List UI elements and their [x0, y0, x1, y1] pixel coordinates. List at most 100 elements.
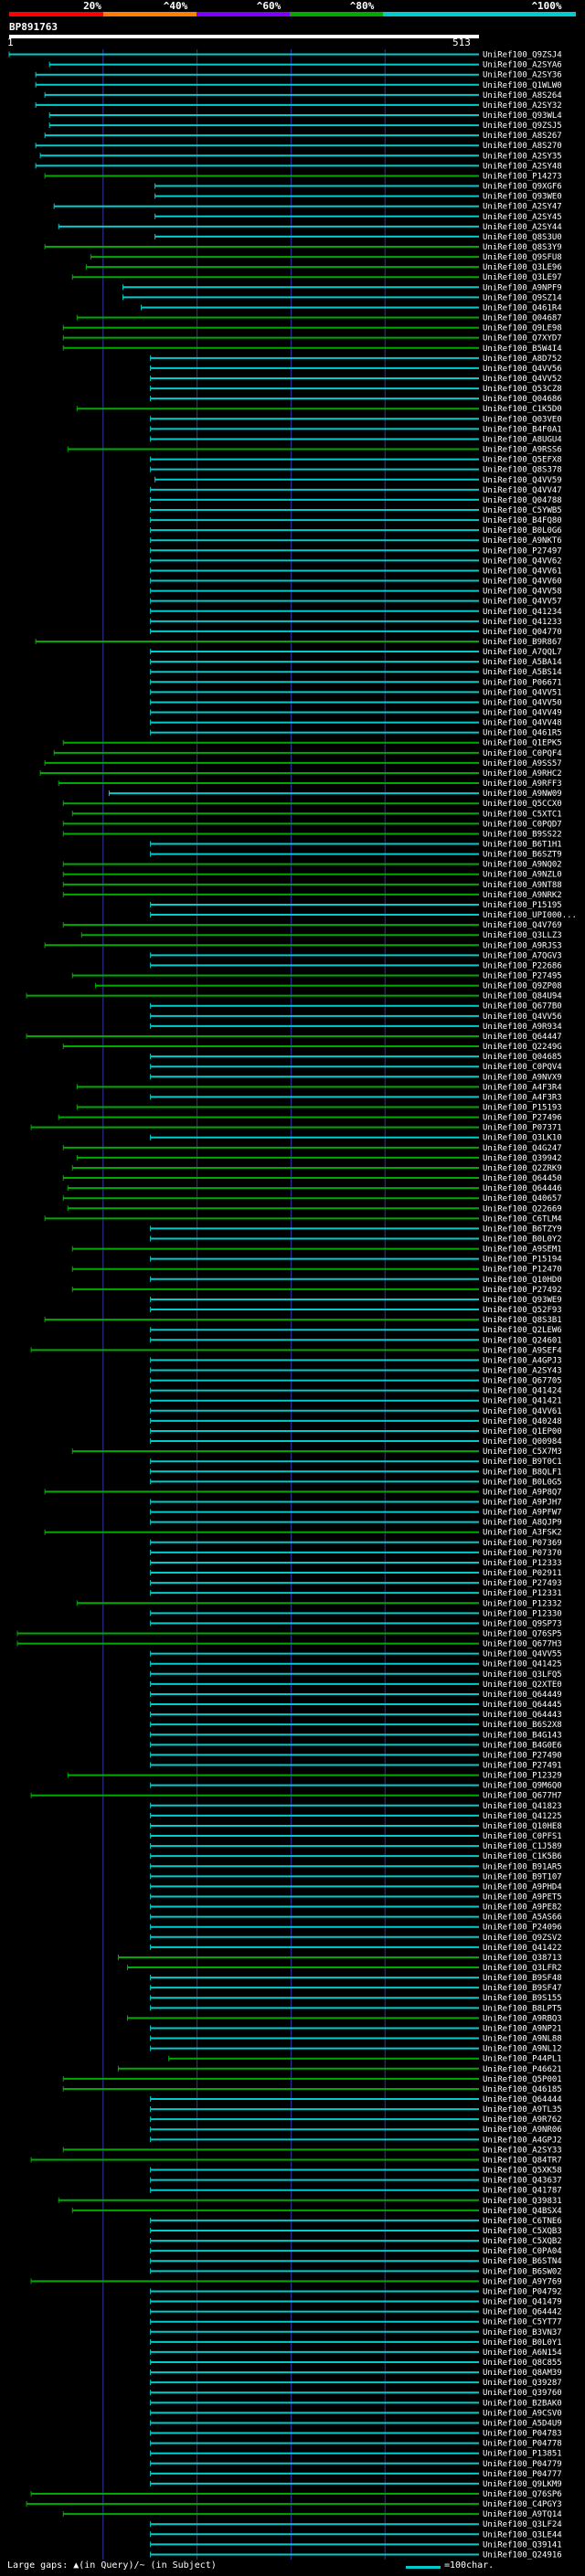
hit-label[interactable]: UniRef100_A8S267 — [483, 132, 562, 141]
hit-label[interactable]: UniRef100_Q2LEW6 — [483, 1326, 562, 1335]
hit-label[interactable]: UniRef100_Q4VV62 — [483, 557, 562, 566]
hit-label[interactable]: UniRef100_Q4VV49 — [483, 709, 562, 718]
hit-label[interactable]: UniRef100_C6TLM4 — [483, 1214, 562, 1224]
hit-label[interactable]: UniRef100_Q4VV60 — [483, 578, 562, 587]
hit-label[interactable]: UniRef100_A5BS14 — [483, 668, 562, 677]
hit-label[interactable]: UniRef100_P06671 — [483, 678, 562, 687]
hit-label[interactable]: UniRef100_Q03VE0 — [483, 415, 562, 424]
hit-label[interactable]: UniRef100_A9NL12 — [483, 2045, 562, 2054]
hit-label[interactable]: UniRef100_Q4VV61 — [483, 567, 562, 576]
hit-label[interactable]: UniRef100_A9NW09 — [483, 790, 562, 799]
hit-label[interactable]: UniRef100_Q5EFX8 — [483, 456, 562, 465]
hit-label[interactable]: UniRef100_P12330 — [483, 1609, 562, 1618]
hit-label[interactable]: UniRef100_Q41233 — [483, 618, 562, 627]
hit-label[interactable]: UniRef100_P12333 — [483, 1559, 562, 1568]
hit-label[interactable]: UniRef100_Q8AM39 — [483, 2369, 562, 2378]
hit-label[interactable]: UniRef100_C5XTC1 — [483, 810, 562, 819]
hit-label[interactable]: UniRef100_Q8C855 — [483, 2359, 562, 2368]
hit-label[interactable]: UniRef100_B91AR5 — [483, 1862, 562, 1871]
hit-label[interactable]: UniRef100_A2SY45 — [483, 213, 562, 222]
hit-label[interactable]: UniRef100_P27492 — [483, 1286, 562, 1295]
hit-label[interactable]: UniRef100_B8LPT5 — [483, 2004, 562, 2013]
hit-label[interactable]: UniRef100_B9SS22 — [483, 830, 562, 839]
hit-label[interactable]: UniRef100_A8S264 — [483, 91, 562, 101]
hit-label[interactable]: UniRef100_B9T107 — [483, 1872, 562, 1882]
hit-label[interactable]: UniRef100_Q39287 — [483, 2379, 562, 2388]
hit-label[interactable]: UniRef100_B6STN4 — [483, 2257, 562, 2266]
hit-label[interactable]: UniRef100_A9NRK2 — [483, 891, 562, 900]
hit-label[interactable]: UniRef100_A9NL88 — [483, 2035, 562, 2044]
hit-label[interactable]: UniRef100_Q41422 — [483, 1944, 562, 1953]
hit-label[interactable]: UniRef100_Q4VV59 — [483, 476, 562, 485]
hit-label[interactable]: UniRef100_Q64445 — [483, 1701, 562, 1710]
hit-label[interactable]: UniRef100_A5AS66 — [483, 1913, 562, 1923]
hit-label[interactable]: UniRef100_Q41424 — [483, 1387, 562, 1396]
hit-label[interactable]: UniRef100_P46621 — [483, 2065, 562, 2074]
hit-label[interactable]: UniRef100_A9NVX9 — [483, 1073, 562, 1082]
hit-label[interactable]: UniRef100_Q41234 — [483, 608, 562, 617]
hit-label[interactable]: UniRef100_C0PQD7 — [483, 820, 562, 829]
hit-label[interactable]: UniRef100_B0L0G5 — [483, 1478, 562, 1487]
hit-label[interactable]: UniRef100_P27493 — [483, 1579, 562, 1588]
hit-label[interactable]: UniRef100_C6TNE6 — [483, 2217, 562, 2226]
hit-label[interactable]: UniRef100_P15193 — [483, 1104, 562, 1113]
hit-label[interactable]: UniRef100_B4G0E6 — [483, 1741, 562, 1750]
hit-label[interactable]: UniRef100_Q38713 — [483, 1954, 562, 1963]
hit-label[interactable]: UniRef100_Q9SZ14 — [483, 293, 562, 302]
hit-label[interactable]: UniRef100_Q04770 — [483, 628, 562, 637]
hit-label[interactable]: UniRef100_Q40248 — [483, 1417, 562, 1426]
hit-label[interactable]: UniRef100_A2SY44 — [483, 223, 562, 232]
hit-label[interactable]: UniRef100_Q3LE97 — [483, 273, 562, 282]
hit-label[interactable]: UniRef100_C5X7M3 — [483, 1447, 562, 1457]
hit-label[interactable]: UniRef100_Q9ZSV2 — [483, 1934, 562, 1943]
hit-label[interactable]: UniRef100_Q24916 — [483, 2550, 562, 2560]
hit-label[interactable]: UniRef100_A9NZL0 — [483, 871, 562, 880]
hit-label[interactable]: UniRef100_A4GPJ3 — [483, 1356, 562, 1365]
hit-label[interactable]: UniRef100_A9NP21 — [483, 2024, 562, 2033]
hit-label[interactable]: UniRef100_Q4VV50 — [483, 698, 562, 707]
hit-label[interactable]: UniRef100_P07370 — [483, 1549, 562, 1558]
hit-label[interactable]: UniRef100_Q24601 — [483, 1336, 562, 1345]
hit-label[interactable]: UniRef100_A8S270 — [483, 142, 562, 151]
hit-label[interactable]: UniRef100_P15195 — [483, 901, 562, 910]
hit-label[interactable]: UniRef100_A9NQ02 — [483, 861, 562, 870]
hit-label[interactable]: UniRef100_Q8S3Y9 — [483, 243, 562, 252]
hit-label[interactable]: UniRef100_Q9LKM9 — [483, 2480, 562, 2489]
hit-label[interactable]: UniRef100_B4F0A1 — [483, 425, 562, 434]
hit-label[interactable]: UniRef100_P14273 — [483, 172, 562, 181]
hit-label[interactable]: UniRef100_B0L0G6 — [483, 526, 562, 535]
hit-label[interactable]: UniRef100_A9TL35 — [483, 2105, 562, 2115]
hit-label[interactable]: UniRef100_A4F3R3 — [483, 1093, 562, 1102]
hit-label[interactable]: UniRef100_Q9LE98 — [483, 324, 562, 334]
hit-label[interactable]: UniRef100_P12331 — [483, 1589, 562, 1598]
hit-label[interactable]: UniRef100_UPI000... — [483, 911, 577, 920]
hit-label[interactable]: UniRef100_C0PQV4 — [483, 1063, 562, 1072]
hit-label[interactable]: UniRef100_Q2XTE0 — [483, 1680, 562, 1690]
hit-label[interactable]: UniRef100_Q53CZ8 — [483, 385, 562, 394]
hit-label[interactable]: UniRef100_Q76SP6 — [483, 2490, 562, 2499]
hit-label[interactable]: UniRef100_Q9XGF6 — [483, 183, 562, 192]
hit-label[interactable]: UniRef100_B4FQ80 — [483, 516, 562, 525]
hit-label[interactable]: UniRef100_B9SF47 — [483, 1984, 562, 1993]
hit-label[interactable]: UniRef100_Q5P001 — [483, 2075, 562, 2084]
hit-label[interactable]: UniRef100_Q3LE44 — [483, 2530, 562, 2539]
hit-label[interactable]: UniRef100_Q9ZSJ4 — [483, 51, 562, 60]
hit-label[interactable]: UniRef100_A2SYA6 — [483, 61, 562, 70]
hit-label[interactable]: UniRef100_Q1WLW0 — [483, 81, 562, 90]
hit-label[interactable]: UniRef100_A2SY32 — [483, 101, 562, 111]
hit-label[interactable]: UniRef100_A2SY47 — [483, 203, 562, 212]
hit-label[interactable]: UniRef100_A9PFW7 — [483, 1509, 562, 1518]
hit-label[interactable]: UniRef100_A9P8Q7 — [483, 1488, 562, 1497]
hit-label[interactable]: UniRef100_Q3LK10 — [483, 1134, 562, 1143]
hit-label[interactable]: UniRef100_Q9ZSJ5 — [483, 122, 562, 131]
hit-label[interactable]: UniRef100_Q4BSX4 — [483, 2207, 562, 2216]
hit-label[interactable]: UniRef100_B8QLF1 — [483, 1468, 562, 1477]
hit-label[interactable]: UniRef100_C0PA04 — [483, 2247, 562, 2256]
hit-label[interactable]: UniRef100_A9R934 — [483, 1023, 562, 1032]
hit-label[interactable]: UniRef100_C1K5B6 — [483, 1852, 562, 1861]
hit-label[interactable]: UniRef100_Q64450 — [483, 1174, 562, 1183]
hit-label[interactable]: UniRef100_B3VN37 — [483, 2328, 562, 2337]
hit-label[interactable]: UniRef100_P04777 — [483, 2470, 562, 2479]
hit-label[interactable]: UniRef100_Q4V769 — [483, 921, 562, 930]
hit-label[interactable]: UniRef100_Q64442 — [483, 2308, 562, 2317]
